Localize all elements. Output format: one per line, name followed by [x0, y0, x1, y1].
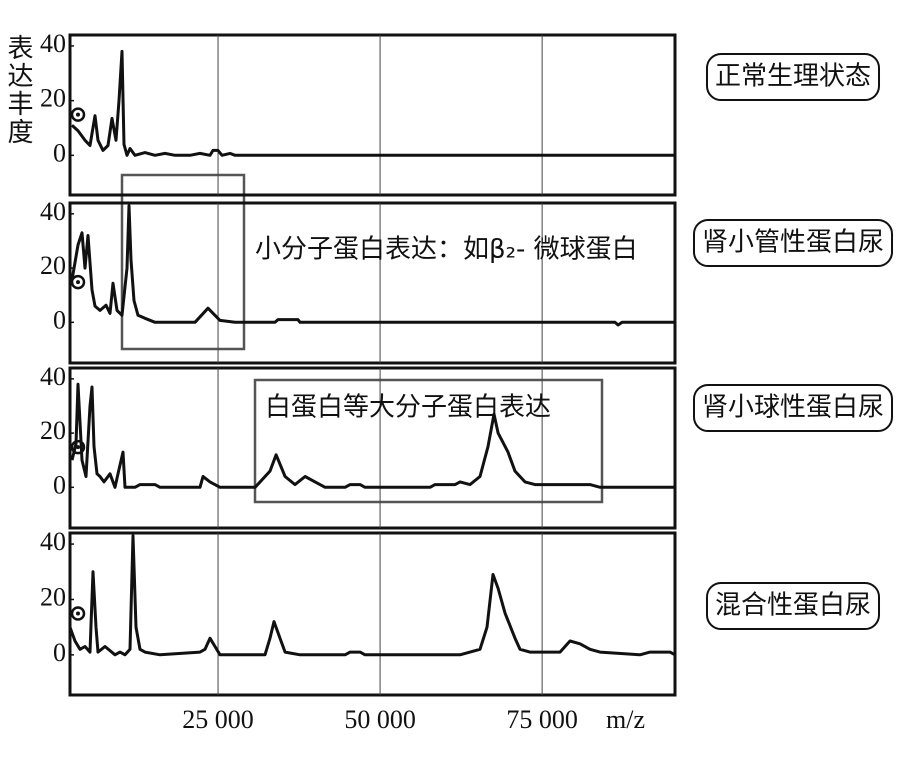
state-label-box	[692, 384, 894, 432]
highlight-box	[120, 173, 246, 351]
marker-icon	[76, 611, 80, 616]
annotation: 小分子蛋白表达：如β₂- 微球蛋白	[255, 235, 638, 265]
state-label: 混合性蛋白尿	[715, 591, 871, 621]
y-tick-label: 20	[40, 582, 66, 611]
marker-icon	[76, 112, 80, 117]
y-tick-label: 40	[40, 362, 66, 391]
marker-icon	[70, 274, 86, 290]
marker-icon	[70, 439, 86, 455]
y-tick-label: 0	[53, 638, 66, 667]
spectrum-line	[70, 204, 675, 327]
state-label: 正常生理状态	[715, 62, 871, 92]
marker-icon	[70, 606, 86, 621]
state-label: 肾小球性蛋白尿	[702, 393, 884, 423]
highlight-box	[253, 378, 604, 504]
x-tick-label: 25 000	[182, 705, 254, 734]
panel-frame	[68, 366, 677, 530]
y-axis-label: 表达丰度	[4, 34, 33, 146]
panel-frame	[68, 33, 677, 197]
y-tick-label: 0	[53, 138, 66, 167]
y-tick-label: 40	[40, 527, 66, 556]
spectrum-line	[68, 534, 676, 657]
y-tick-label: 40	[40, 29, 66, 58]
state-label: 肾小管性蛋白尿	[702, 228, 884, 258]
state-label-box	[705, 53, 881, 101]
spectrum-line	[70, 382, 675, 489]
panel-frame	[68, 201, 677, 365]
spectrum-line	[70, 49, 675, 157]
panel-frame	[68, 531, 677, 697]
y-tick-label: 0	[53, 470, 66, 499]
state-label-box	[705, 582, 881, 630]
x-axis-label: m/z	[606, 705, 645, 734]
y-tick-label: 20	[40, 84, 66, 113]
state-label-box	[692, 219, 894, 267]
marker-icon	[76, 280, 80, 285]
marker-icon	[70, 107, 86, 122]
y-tick-label: 20	[40, 416, 66, 445]
y-tick-label: 20	[40, 251, 66, 280]
y-tick-label: 40	[40, 197, 66, 226]
annotation: 白蛋白等大分子蛋白表达	[265, 393, 551, 423]
x-tick-label: 75 000	[506, 705, 578, 734]
y-tick-label: 0	[53, 305, 66, 334]
x-tick-label: 50 000	[344, 705, 416, 734]
